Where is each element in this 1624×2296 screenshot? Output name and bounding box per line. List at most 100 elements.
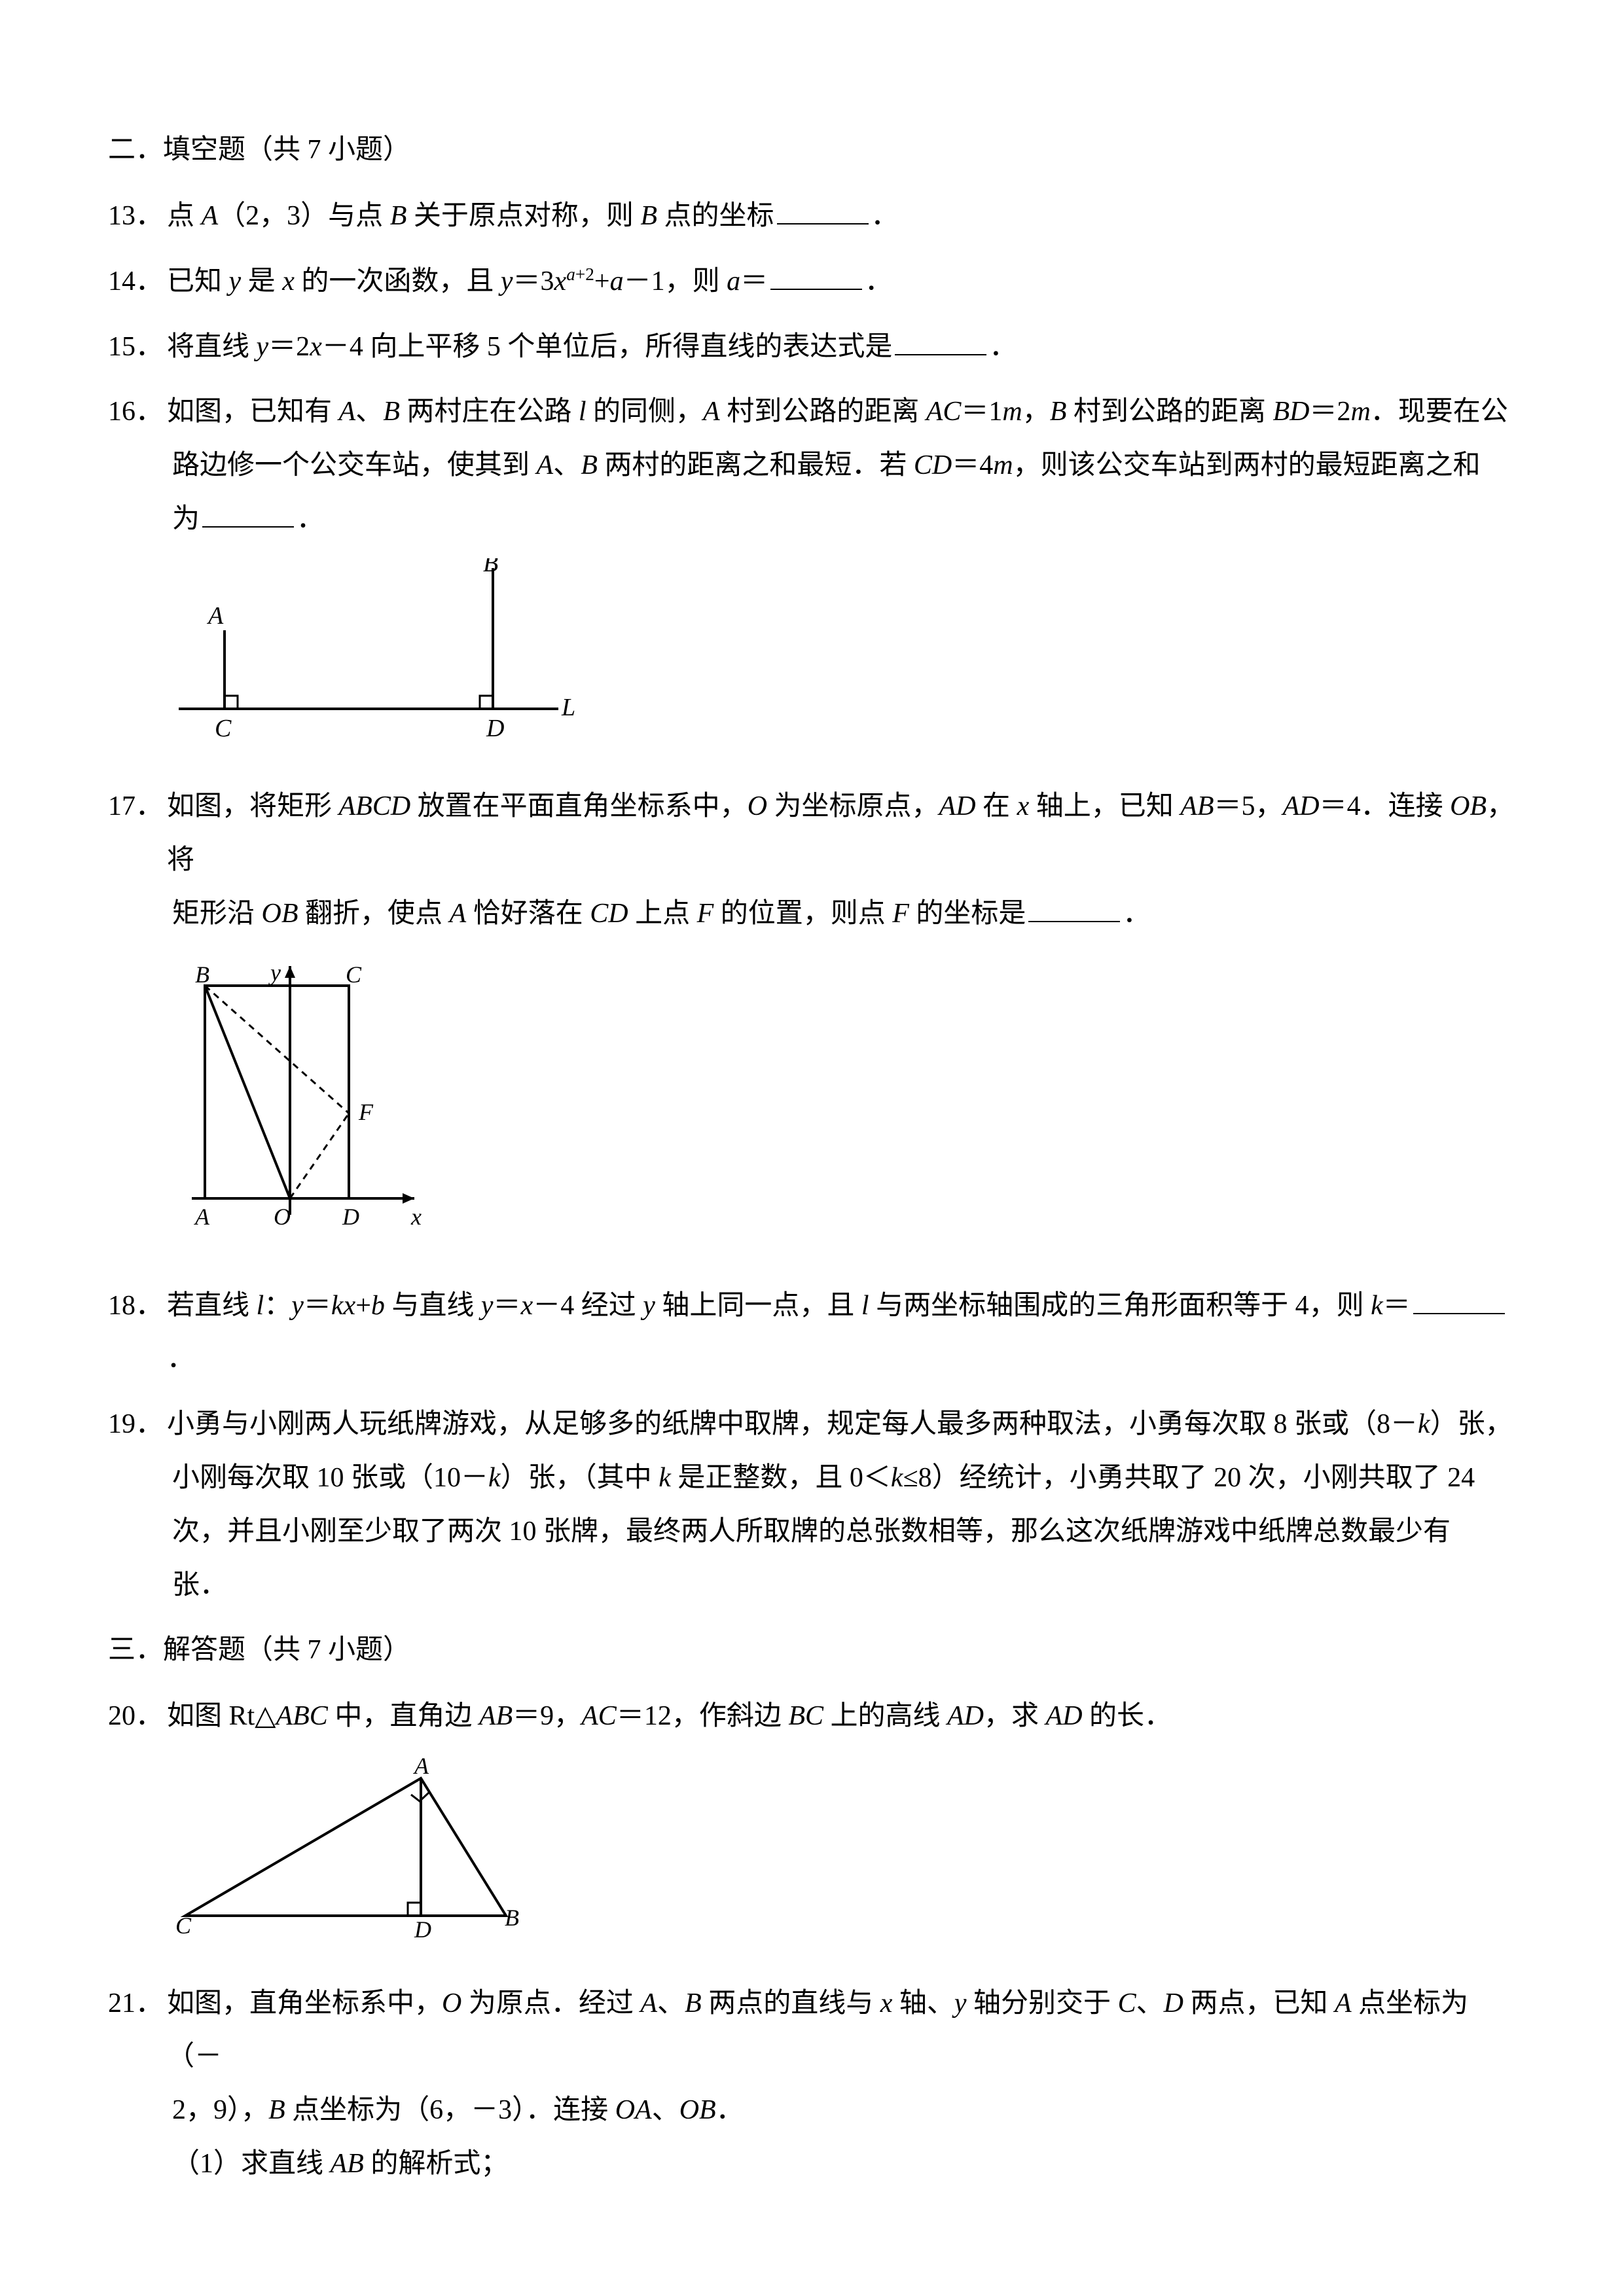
- q16-BD: BD: [1272, 397, 1309, 427]
- q16-1i: ＝2: [1309, 397, 1350, 427]
- q14-y2: y: [501, 266, 513, 296]
- q14-pre: 已知: [167, 266, 229, 296]
- q17-AD2: AD: [1283, 791, 1320, 821]
- q17-num: 17．: [108, 780, 167, 834]
- q14-mid2: 的一次函数，且: [295, 266, 501, 296]
- q17-period: ．: [1123, 899, 1150, 929]
- q16-labelC: C: [215, 715, 232, 742]
- q20-mid4: 上的高线: [823, 1701, 947, 1731]
- q21-1e: 轴、: [892, 1988, 954, 2018]
- q17-ABCD: ABCD: [339, 791, 411, 821]
- q17-AB: AB: [1180, 791, 1214, 821]
- q15-blank: [895, 325, 986, 355]
- q18-k2: k: [1371, 1291, 1383, 1321]
- q16-2a: 路边修一个公交车站，使其到: [172, 450, 537, 480]
- q21-1g: 、: [1136, 1988, 1164, 2018]
- q16-1b: 、: [355, 397, 383, 427]
- q16-l: l: [579, 397, 586, 427]
- q21-AB: AB: [331, 2149, 364, 2179]
- q13-post: 点的坐标: [657, 201, 774, 231]
- q21-x: x: [880, 1988, 893, 2018]
- q19-k: k: [1418, 1409, 1430, 1439]
- q16-B3: B: [581, 450, 598, 480]
- q18-mid3: 轴上同一点，且: [655, 1291, 861, 1321]
- q21-A: A: [640, 1988, 657, 2018]
- q21-num: 21．: [108, 1977, 167, 2031]
- q20-AB: AB: [479, 1701, 513, 1731]
- q17-text: 如图，将矩形 ABCD 放置在平面直角坐标系中，O 为坐标原点，AD 在 x 轴…: [167, 780, 1516, 888]
- q20-AD: AD: [947, 1701, 984, 1731]
- q16-m: m: [1002, 397, 1022, 427]
- q16-A: A: [339, 397, 356, 427]
- q16-text: 如图，已知有 A、B 两村庄在公路 l 的同侧，A 村到公路的距离 AC＝1m，…: [167, 386, 1516, 439]
- q21-2a: 2，9），: [172, 2095, 268, 2125]
- q17-1f: ＝5，: [1214, 791, 1283, 821]
- q17-labelF: F: [358, 1099, 374, 1125]
- q17-O: O: [748, 791, 767, 821]
- q21-2b: 点坐标为（6，－3）．连接: [285, 2095, 615, 2125]
- q17-labelO: O: [274, 1204, 291, 1230]
- q17-line2: 矩形沿 OB 翻折，使点 A 恰好落在 CD 上点 F 的位置，则点 F 的坐标…: [108, 888, 1516, 941]
- q16-1e: 村到公路的距离: [720, 397, 926, 427]
- q20-BC: BC: [788, 1701, 823, 1731]
- q18-pre: 若直线: [167, 1291, 257, 1321]
- q18-eq3: ＝: [1383, 1291, 1411, 1321]
- q18-y2: y: [481, 1291, 494, 1321]
- q19-2c: 是正整数，且 0＜: [671, 1463, 891, 1493]
- q13-num: 13．: [108, 190, 167, 243]
- q21-y: y: [954, 1988, 967, 2018]
- q16-num: 16．: [108, 386, 167, 439]
- q18-num: 18．: [108, 1280, 167, 1333]
- q21-1d: 两点的直线与: [702, 1988, 880, 2018]
- q21-OB: OB: [679, 2095, 716, 2125]
- q21-1a: 如图，直角坐标系中，: [167, 1988, 442, 2018]
- question-21: 21． 如图，直角坐标系中，O 为原点．经过 A、B 两点的直线与 x 轴、y …: [108, 1977, 1516, 2192]
- q21-B: B: [685, 1988, 702, 2018]
- q17-blank: [1028, 892, 1120, 922]
- q20-pre: 如图 Rt△: [167, 1701, 276, 1731]
- question-18: 18． 若直线 l：y＝kx+b 与直线 y＝x－4 经过 y 轴上同一点，且 …: [108, 1280, 1516, 1387]
- q16-AC: AC: [926, 397, 962, 427]
- q16-3a: 为: [172, 504, 200, 534]
- q21-O: O: [442, 1988, 461, 2018]
- q13-pre: 点: [167, 201, 202, 231]
- q18-blank: [1413, 1283, 1505, 1314]
- q14-x2: x: [554, 266, 567, 296]
- q20-figure: A C D B: [172, 1755, 1516, 1958]
- q17-labelX: x: [410, 1204, 422, 1230]
- q18-mid1: 与直线: [385, 1291, 481, 1321]
- q15-num: 15．: [108, 321, 167, 374]
- q21-text: 如图，直角坐标系中，O 为原点．经过 A、B 两点的直线与 x 轴、y 轴分别交…: [167, 1977, 1516, 2085]
- q14-mid1: 是: [241, 266, 282, 296]
- question-14: 14． 已知 y 是 x 的一次函数，且 y＝3xa+2+a－1，则 a＝．: [108, 255, 1516, 309]
- q21-2d: ．: [716, 2095, 744, 2125]
- q14-blank: [770, 260, 862, 290]
- q20-mid2: ＝9，: [513, 1701, 581, 1731]
- q15-period: ．: [989, 332, 1017, 362]
- q17-labelD: D: [342, 1204, 359, 1230]
- q21-1h: 两点，已知: [1183, 1988, 1335, 2018]
- q16-2c: 两村的距离之和最短．若: [598, 450, 914, 480]
- q19-text: 小勇与小刚两人玩纸牌游戏，从足够多的纸牌中取牌，规定每人最多两种取法，小勇每次取…: [167, 1398, 1516, 1452]
- question-13: 13． 点 A（2，3）与点 B 关于原点对称，则 B 点的坐标．: [108, 190, 1516, 243]
- q20-post: 的长．: [1083, 1701, 1172, 1731]
- question-17: 17． 如图，将矩形 ABCD 放置在平面直角坐标系中，O 为坐标原点，AD 在…: [108, 780, 1516, 1260]
- q20-mid1: 中，直角边: [328, 1701, 479, 1731]
- q20-mid3: ＝12，作斜边: [617, 1701, 789, 1731]
- q19-line4: 张．: [108, 1559, 1516, 1613]
- q16-2d: ＝4: [952, 450, 993, 480]
- q17-2e: 的位置，则点: [713, 899, 892, 929]
- q17-figure: B y C F A O D x: [172, 953, 1516, 1260]
- q19-line3: 次，并且小刚至少取了两次 10 张牌，最终两人所取牌的总张数相等，那么这次纸牌游…: [108, 1505, 1516, 1559]
- q20-mid5: ，求: [984, 1701, 1046, 1731]
- q17-2b: 翻折，使点: [298, 899, 450, 929]
- section-3-header: 三．解答题（共 7 小题）: [108, 1624, 1516, 1677]
- q17-1e: 轴上，已知: [1029, 791, 1180, 821]
- q19-k2: k: [488, 1463, 501, 1493]
- q16-1g: ，: [1022, 397, 1050, 427]
- q16-labelD: D: [486, 715, 504, 742]
- q16-1j: ．现要在公: [1371, 397, 1508, 427]
- q15-text: 将直线 y＝2x－4 向上平移 5 个单位后，所得直线的表达式是．: [167, 321, 1516, 374]
- q18-period: ．: [167, 1344, 194, 1374]
- q21-B2: B: [268, 2095, 285, 2125]
